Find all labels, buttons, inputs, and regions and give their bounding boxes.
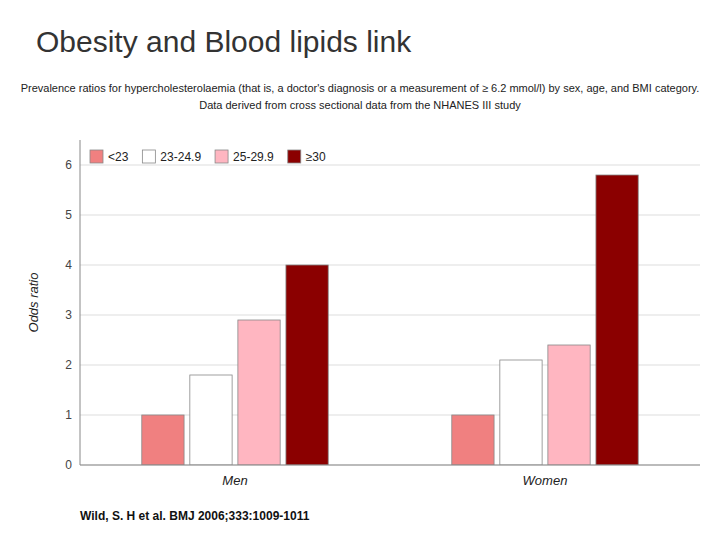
y-tick-label: 1	[65, 408, 72, 422]
bar	[500, 360, 542, 465]
legend-swatch	[288, 150, 301, 163]
chart-container: Obesity and Blood lipids link Prevalence …	[0, 0, 720, 540]
x-axis-line	[80, 465, 700, 466]
legend-swatch	[142, 150, 155, 163]
y-tick-label: 2	[65, 358, 72, 372]
y-axis-label: Odds ratio	[26, 273, 41, 333]
title: Obesity and Blood lipids link	[36, 25, 412, 58]
bar	[238, 320, 280, 465]
subtitle: Data derived from cross sectional data f…	[199, 99, 521, 111]
bar	[452, 415, 494, 465]
bar	[596, 175, 638, 465]
legend-label: 25-29.9	[233, 150, 274, 164]
bar	[286, 265, 328, 465]
legend: <23 23-24.9 25-29.9 ≥30	[90, 150, 326, 164]
grid-line	[80, 465, 700, 466]
bar	[548, 345, 590, 465]
y-tick-label: 0	[65, 458, 72, 472]
bar	[190, 375, 232, 465]
bars	[142, 175, 638, 465]
citation: Wild, S. H et al. BMJ 2006;333:1009-1011	[80, 509, 310, 523]
subtitle: Prevalence ratios for hypercholesterolae…	[21, 82, 700, 94]
bar	[142, 415, 184, 465]
legend-swatch	[215, 150, 228, 163]
x-tick-label: Men	[222, 473, 247, 488]
y-axis-line	[80, 140, 81, 465]
chart-svg: Obesity and Blood lipids link Prevalence …	[0, 0, 720, 540]
legend-label: 23-24.9	[160, 150, 201, 164]
y-tick-label: 6	[65, 158, 72, 172]
y-tick-label: 5	[65, 208, 72, 222]
x-tick-label: Women	[523, 473, 568, 488]
legend-swatch	[90, 150, 103, 163]
y-tick-label: 4	[65, 258, 72, 272]
y-tick-label: 3	[65, 308, 72, 322]
grid-line	[80, 165, 700, 166]
legend-label: ≥30	[306, 150, 326, 164]
legend-label: <23	[108, 150, 129, 164]
